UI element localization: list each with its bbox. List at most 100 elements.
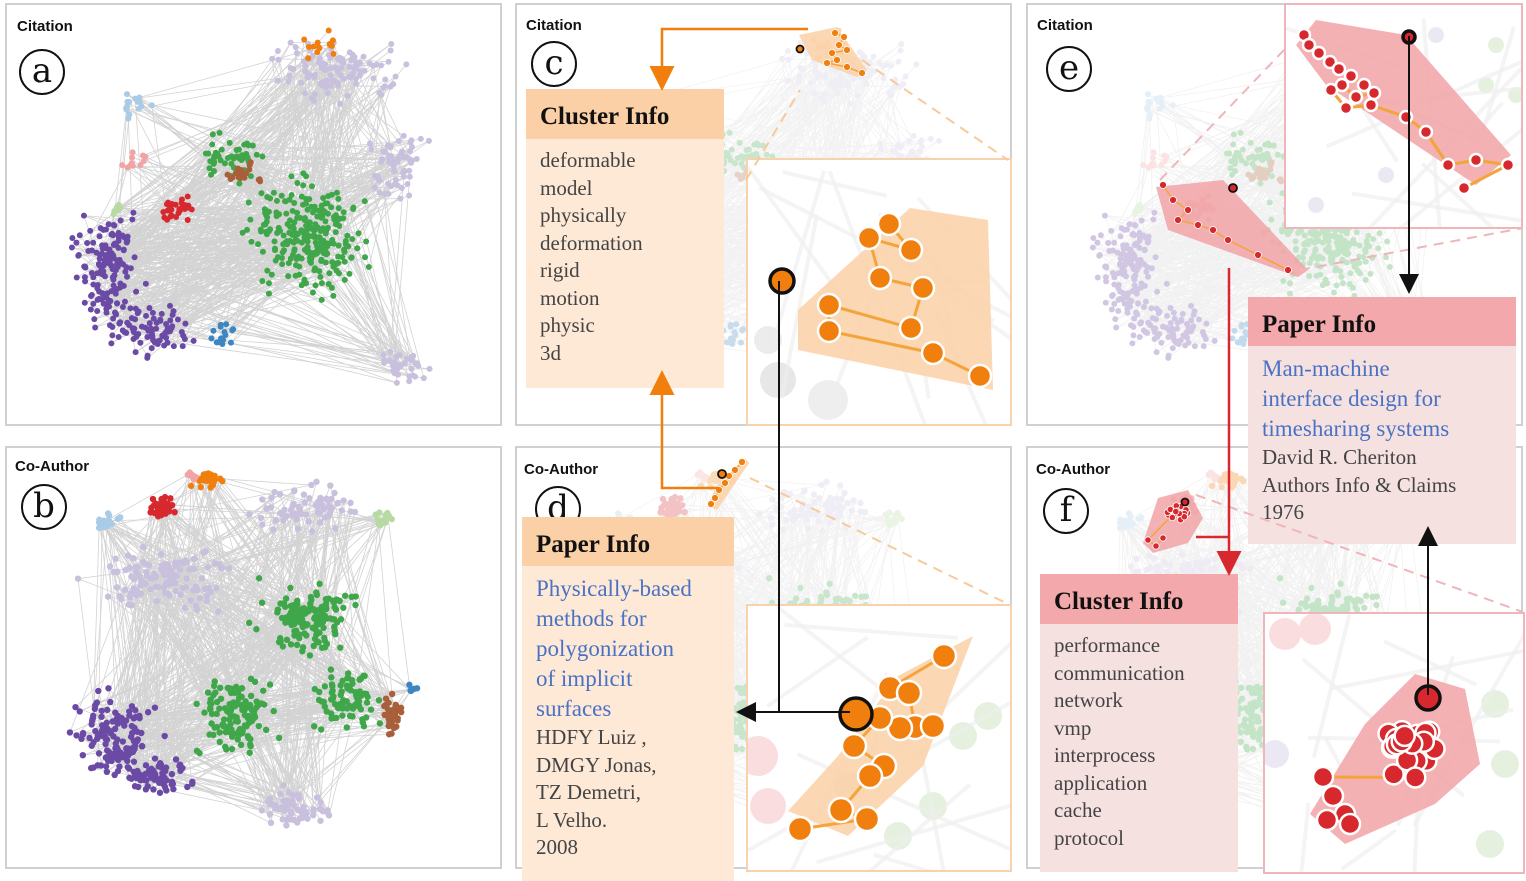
graph-node <box>421 375 427 381</box>
graph-node <box>380 352 386 358</box>
graph-node <box>209 141 215 147</box>
graph-node <box>304 249 310 255</box>
graph-node <box>395 372 401 378</box>
graph-node <box>205 564 211 570</box>
graph-node <box>338 65 344 71</box>
graph-node <box>136 106 142 112</box>
graph-node <box>313 632 319 638</box>
graph-node <box>358 675 364 681</box>
graph-node <box>336 205 342 211</box>
graph-node <box>69 235 75 241</box>
graph-node <box>77 232 83 238</box>
graph-node <box>406 378 412 384</box>
graph-node <box>105 593 111 599</box>
graph-node <box>362 198 368 204</box>
graph-node <box>236 180 242 186</box>
graph-node <box>309 183 315 189</box>
graph-node <box>120 738 126 744</box>
graph-node <box>340 605 346 611</box>
graph-node <box>351 55 357 61</box>
graph-node <box>320 225 326 231</box>
graph-node <box>120 261 126 267</box>
graph-node <box>308 482 314 488</box>
graph-node <box>342 593 348 599</box>
graph-node <box>335 196 341 202</box>
graph-node <box>319 82 325 88</box>
graph-node <box>214 711 220 717</box>
graph-node <box>264 194 270 200</box>
graph-node <box>370 63 376 69</box>
graph-node <box>293 615 299 621</box>
graph-node <box>86 735 92 741</box>
graph-node <box>346 271 352 277</box>
edge <box>213 331 399 355</box>
graph-node <box>302 68 308 74</box>
graph-node <box>277 491 283 497</box>
graph-node <box>391 168 397 174</box>
graph-node <box>159 311 165 317</box>
graph-node <box>363 239 369 245</box>
graph-node <box>146 562 152 568</box>
graph-node <box>106 749 112 755</box>
graph-node <box>90 240 96 246</box>
graph-node <box>352 602 358 608</box>
graph-node <box>274 198 280 204</box>
graph-node <box>88 765 94 771</box>
graph-node <box>292 230 298 236</box>
graph-node <box>377 190 383 196</box>
graph-node <box>283 822 289 828</box>
graph-node <box>277 791 283 797</box>
graph-node <box>173 202 179 208</box>
graph-node <box>294 642 300 648</box>
graph-node <box>103 306 109 312</box>
graph-node <box>100 246 106 252</box>
graph-node <box>171 509 177 515</box>
graph-node <box>228 690 234 696</box>
graph-node <box>353 81 359 87</box>
graph-node <box>229 733 235 739</box>
graph-node <box>187 597 193 603</box>
graph-node <box>389 714 395 720</box>
graph-node <box>266 209 272 215</box>
graph-node <box>272 247 278 253</box>
graph-node <box>337 55 343 61</box>
graph-node <box>218 565 224 571</box>
graph-node <box>130 210 136 216</box>
graph-node <box>158 551 164 557</box>
graph-node <box>259 153 265 159</box>
graph-node <box>267 681 273 687</box>
graph-node <box>345 93 351 99</box>
panel-a-citation-network: Citation a <box>5 3 502 426</box>
graph-node <box>185 194 191 200</box>
graph-node <box>403 61 409 67</box>
graph-node <box>331 715 337 721</box>
graph-node <box>275 78 281 84</box>
graph-node <box>81 213 87 219</box>
graph-node <box>99 728 105 734</box>
graph-node <box>311 723 317 729</box>
graph-node <box>239 685 245 691</box>
graph-node <box>136 715 142 721</box>
graph-node <box>253 626 259 632</box>
graph-node <box>91 316 97 322</box>
graph-node <box>283 513 289 519</box>
graph-node <box>340 497 346 503</box>
graph-node <box>118 218 124 224</box>
graph-node <box>341 76 347 82</box>
panel-b-coauthor-network: Co-Author b <box>5 446 502 869</box>
graph-node <box>322 638 328 644</box>
graph-node <box>110 316 116 322</box>
graph-node <box>313 589 319 595</box>
graph-node <box>179 196 185 202</box>
graph-node <box>398 152 404 158</box>
graph-node <box>268 504 274 510</box>
graph-node <box>316 581 322 587</box>
graph-node <box>132 742 138 748</box>
graph-node <box>258 515 264 521</box>
graph-node <box>225 155 231 161</box>
graph-node <box>104 769 110 775</box>
graph-node <box>280 782 286 788</box>
graph-node <box>109 231 115 237</box>
graph-node <box>157 337 163 343</box>
graph-node <box>316 234 322 240</box>
